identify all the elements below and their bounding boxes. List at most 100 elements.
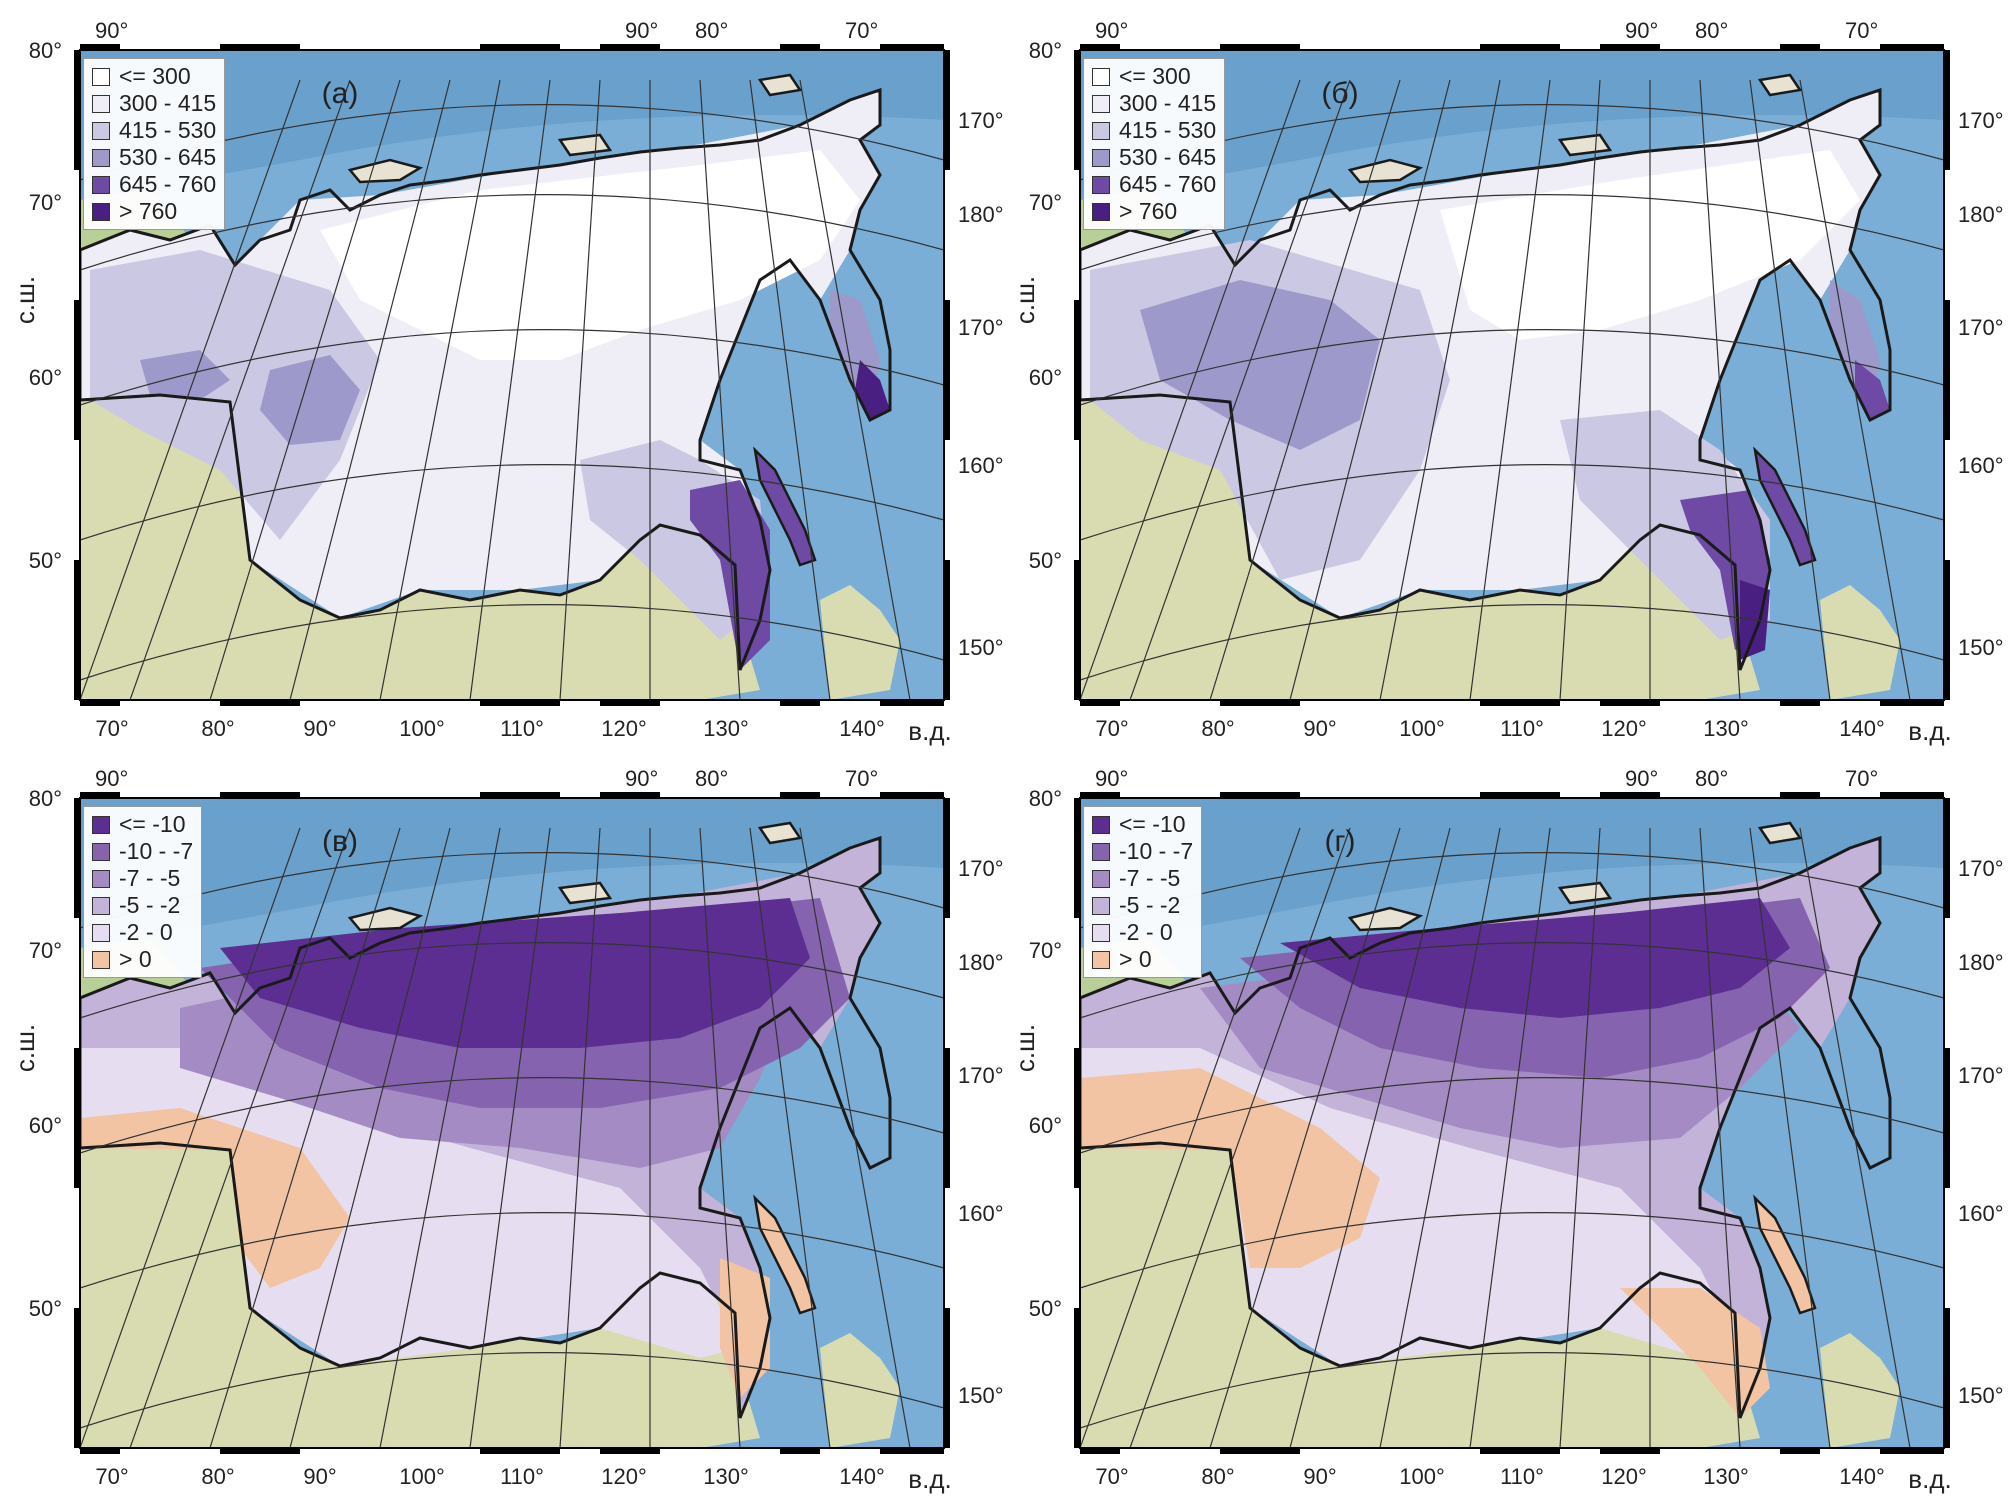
frame-tick	[220, 1447, 300, 1454]
meridian-line	[559, 79, 601, 700]
meridian-line	[1749, 827, 1831, 1448]
frame-tick	[1074, 1308, 1081, 1448]
frame-tick	[1880, 1447, 1944, 1454]
legend-item: -7 - -5	[92, 865, 193, 892]
legend-swatch	[1092, 121, 1110, 140]
right-lon-label: 170°	[1958, 856, 2004, 881]
lat-tick-label: 50°	[29, 1296, 62, 1321]
right-lon-label: 170°	[1958, 315, 2004, 340]
right-lon-label: 170°	[958, 1063, 1004, 1088]
map-body	[1080, 798, 1944, 1448]
legend-label: > 760	[1119, 198, 1178, 224]
land-south	[80, 1143, 760, 1448]
map-canvas: 90° 90° 80° 70° 80° 70° 60° 50° с.ш. 170° 180° 170°…	[1010, 18, 2004, 746]
parallel-line	[80, 1352, 944, 1429]
legend-label: 530 - 645	[1119, 144, 1217, 170]
bottom-lon-label: 100°	[399, 1464, 445, 1489]
bottom-lon-label: 70°	[1095, 1464, 1128, 1489]
arctic-ocean	[1080, 50, 1944, 200]
frame-tick	[1600, 44, 1660, 51]
bottom-lon-label: 130°	[703, 1464, 749, 1489]
frame-tick	[943, 798, 950, 918]
frame-tick	[1080, 1447, 1120, 1454]
frame-tick	[1480, 699, 1560, 706]
lat-axis-title: с.ш.	[1010, 1024, 1040, 1072]
right-lon-label: 150°	[1958, 1383, 2004, 1408]
bottom-lon-label: 140°	[1839, 1464, 1885, 1489]
meridian-line	[749, 827, 831, 1448]
legend: <= 300 300 - 415 415 - 530 530 - 645 645 - 7…	[1083, 58, 1226, 230]
legend-swatch	[92, 202, 110, 221]
value-zone	[1620, 1288, 1770, 1418]
frame-tick	[780, 792, 820, 799]
legend-item: 300 - 415	[1092, 90, 1216, 117]
meridian-line	[1379, 827, 1501, 1448]
meridian-line	[379, 79, 501, 700]
bottom-lon-label: 110°	[500, 716, 544, 741]
parallel-line	[80, 852, 944, 929]
meridian-line	[699, 79, 741, 700]
frame-tick	[780, 1447, 820, 1454]
bottom-lon-label: 110°	[1500, 1464, 1544, 1489]
meridian-line	[209, 827, 401, 1448]
frame-tick	[943, 560, 950, 700]
meridian-line	[1080, 79, 1301, 700]
land-japan	[820, 1333, 900, 1448]
value-zone	[1080, 1068, 1380, 1268]
legend-label: 415 - 530	[1119, 117, 1217, 143]
lat-tick-label: 70°	[29, 190, 62, 215]
legend-item: <= 300	[1092, 63, 1216, 90]
frame-tick	[880, 1447, 944, 1454]
frame-tick	[220, 792, 300, 799]
right-lon-label: 160°	[1958, 453, 2004, 478]
legend-swatch	[92, 950, 110, 969]
value-zone	[90, 250, 380, 540]
legend: <= -10 -10 - -7 -7 - -5 -5 - -2 -2 - 0 > 0	[1083, 806, 1203, 978]
lat-axis-title: с.ш.	[10, 276, 40, 324]
meridian-line	[749, 79, 831, 700]
bottom-lon-label: 100°	[1399, 716, 1445, 741]
bottom-lon-label: 90°	[303, 716, 336, 741]
frame-tick	[1943, 1048, 1950, 1188]
bottom-lon-label: 80°	[1201, 1464, 1234, 1489]
meridian-line	[1559, 79, 1601, 700]
frame-tick	[74, 50, 81, 170]
meridian-line	[379, 827, 501, 1448]
lat-tick-label: 80°	[29, 786, 62, 811]
legend-swatch	[92, 175, 110, 194]
map-canvas: 90° 90° 80° 70° 80° 70° 60° 50° с.ш. 170° 180° 170°…	[10, 766, 1004, 1494]
bottom-lon-label: 140°	[839, 1464, 885, 1489]
meridian-line	[1799, 79, 1911, 700]
bottom-lon-label: 70°	[1095, 716, 1128, 741]
legend-swatch	[92, 923, 110, 942]
legend-swatch	[1092, 202, 1110, 221]
arctic-islands	[1347, 73, 1803, 184]
meridian-line	[1379, 79, 1501, 700]
legend-label: -10 - -7	[119, 838, 194, 864]
top-lon-label: 80°	[1695, 766, 1728, 791]
legend-label: 530 - 645	[119, 144, 217, 170]
bottom-lon-label: 130°	[1703, 1464, 1749, 1489]
meridian-line	[559, 827, 601, 1448]
legend-item: -2 - 0	[1092, 919, 1193, 946]
frame-tick	[480, 699, 560, 706]
top-lon-label: 90°	[1095, 18, 1128, 43]
meridian-line	[1209, 827, 1401, 1448]
meridian-line	[1749, 79, 1831, 700]
legend-item: 645 - 760	[1092, 171, 1216, 198]
bottom-lon-label: 90°	[1303, 716, 1336, 741]
legend-swatch	[1092, 175, 1110, 194]
frame-tick	[1780, 44, 1820, 51]
legend-swatch	[92, 842, 110, 861]
parallel-line	[1080, 1077, 1944, 1154]
legend-label: > 760	[119, 198, 178, 224]
top-lon-label: 80°	[695, 766, 728, 791]
arctic-islands	[347, 821, 803, 932]
legend-swatch	[1092, 896, 1110, 915]
land-south	[1080, 395, 1760, 700]
legend-label: -5 - -2	[1119, 892, 1181, 918]
top-lon-label: 90°	[1625, 18, 1658, 43]
meridian-line	[1209, 79, 1401, 700]
legend-swatch	[1092, 67, 1110, 86]
frame-tick	[1943, 1308, 1950, 1448]
